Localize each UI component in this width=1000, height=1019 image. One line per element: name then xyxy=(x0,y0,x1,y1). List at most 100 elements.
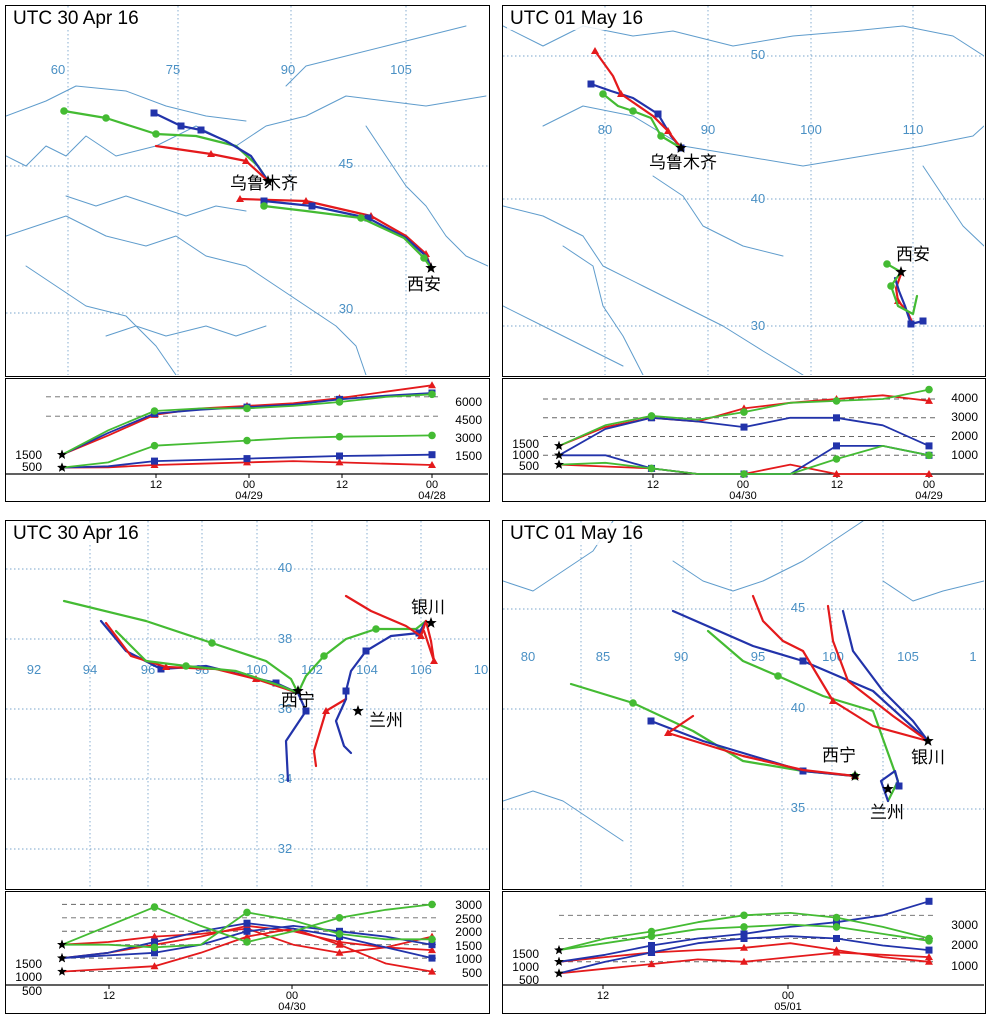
left-altitude-label: 1500 xyxy=(15,957,42,971)
right-altitude-label: 6000 xyxy=(455,395,482,409)
circle-marker xyxy=(60,107,68,115)
circle-marker xyxy=(182,662,190,670)
trajectory-map: UTC 30 Apr 16 60 75 90 105 45 30 乌鲁木齐 西安 xyxy=(5,5,490,377)
trajectory-line xyxy=(879,769,901,803)
trajectory-line xyxy=(893,276,925,326)
latitude-label: 36 xyxy=(278,701,292,716)
left-altitude-label: 1000 xyxy=(15,970,42,984)
panel-title: UTC 30 Apr 16 xyxy=(10,8,142,30)
square-marker xyxy=(919,317,927,325)
trajectory-line xyxy=(601,92,683,150)
circle-marker xyxy=(647,932,656,940)
square-marker xyxy=(428,451,436,459)
square-marker xyxy=(151,938,158,946)
date-label: 04/30 xyxy=(278,1001,306,1012)
source-star-icon xyxy=(849,770,861,781)
square-marker xyxy=(151,949,158,957)
right-altitude-label: 1500 xyxy=(455,449,482,463)
triangle-marker xyxy=(740,943,748,951)
country-border xyxy=(6,95,487,167)
start-star-icon xyxy=(554,450,564,460)
time-tick-label: 00 xyxy=(286,990,298,1002)
square-marker xyxy=(197,126,205,134)
circle-marker xyxy=(740,470,748,478)
latitude-label: 32 xyxy=(278,841,292,856)
trajectory-line xyxy=(569,682,857,778)
trajectory-line xyxy=(334,697,353,755)
circle-marker xyxy=(420,254,428,262)
circle-marker xyxy=(832,455,841,463)
longitude-label: 90 xyxy=(701,122,715,137)
longitude-label: 96 xyxy=(141,662,155,677)
start-star-icon xyxy=(57,449,67,459)
trajectory-line xyxy=(296,619,428,695)
left-altitude-label: 500 xyxy=(22,984,42,998)
right-altitude-label: 2000 xyxy=(455,925,482,939)
circle-marker xyxy=(428,390,436,399)
circle-marker xyxy=(150,903,159,911)
time-tick-label: 12 xyxy=(150,479,162,491)
latitude-label: 34 xyxy=(278,771,292,786)
trajectory-map: UTC 01 May 16 80 90 100 110 50 40 30 乌鲁木齐 西安 xyxy=(502,5,986,377)
circle-marker xyxy=(925,937,933,945)
square-marker xyxy=(243,919,251,927)
source-star-icon xyxy=(882,783,894,794)
left-altitude-label: 1500 xyxy=(512,947,539,961)
circle-marker xyxy=(428,900,436,909)
longitude-label: 75 xyxy=(166,62,180,77)
triangle-marker xyxy=(428,381,436,389)
trajectory-line xyxy=(62,599,300,695)
circle-marker xyxy=(740,911,748,920)
circle-marker xyxy=(152,130,160,138)
start-star-icon xyxy=(554,968,564,978)
time-tick-label: 00 xyxy=(782,990,794,1002)
longitude-label: 95 xyxy=(751,649,765,664)
latitude-label: 50 xyxy=(751,47,765,62)
source-star-icon xyxy=(675,142,687,153)
date-label: 04/30 xyxy=(729,490,757,500)
longitude-label: 80 xyxy=(598,122,612,137)
square-marker xyxy=(151,457,158,465)
triangle-marker xyxy=(243,932,251,940)
panel-bottom-right: UTC 01 May 16 80 85 90 95 100 105 1 45 40 35 银川 西宁兰… xyxy=(502,520,986,1014)
circle-marker xyxy=(335,432,344,441)
square-marker xyxy=(647,717,655,725)
source-star-icon xyxy=(352,705,364,716)
circle-marker xyxy=(657,132,665,140)
country-border xyxy=(503,25,985,57)
triangle-marker xyxy=(925,957,933,965)
square-marker xyxy=(364,214,372,222)
country-border xyxy=(25,265,177,376)
trajectory-line xyxy=(104,621,300,695)
left-altitude-label: 500 xyxy=(519,973,539,987)
right-altitude-label: 3000 xyxy=(455,898,482,912)
triangle-marker xyxy=(207,150,215,157)
triangle-marker xyxy=(925,396,933,404)
time-tick-label: 12 xyxy=(597,990,609,1002)
start-star-icon xyxy=(554,459,564,469)
circle-marker xyxy=(150,441,159,450)
panel-title: UTC 01 May 16 xyxy=(507,8,647,30)
right-altitude-label: 2500 xyxy=(455,912,482,926)
square-marker xyxy=(157,665,165,673)
latitude-label: 40 xyxy=(791,700,805,715)
altitude-chart: 12 00 05/01 1500 1000 500 3000 2000 1000 xyxy=(502,891,986,1014)
date-label: 04/29 xyxy=(915,490,943,500)
trajectory-line xyxy=(114,629,300,695)
circle-marker xyxy=(243,938,251,946)
city-label: 西安 xyxy=(896,245,930,265)
latitude-label: 40 xyxy=(278,560,292,575)
triangle-marker xyxy=(647,960,656,968)
time-tick-label: 12 xyxy=(103,990,115,1002)
square-marker xyxy=(648,949,655,956)
trajectory-map: UTC 30 Apr 16 92 94 96 98 100 102 104 106 10 40 38… xyxy=(5,520,490,890)
circle-marker xyxy=(150,943,159,952)
triangle-marker xyxy=(829,697,837,704)
longitude-label: 60 xyxy=(51,62,65,77)
country-border xyxy=(503,790,624,842)
square-marker xyxy=(260,197,268,205)
triangle-marker xyxy=(740,957,748,965)
